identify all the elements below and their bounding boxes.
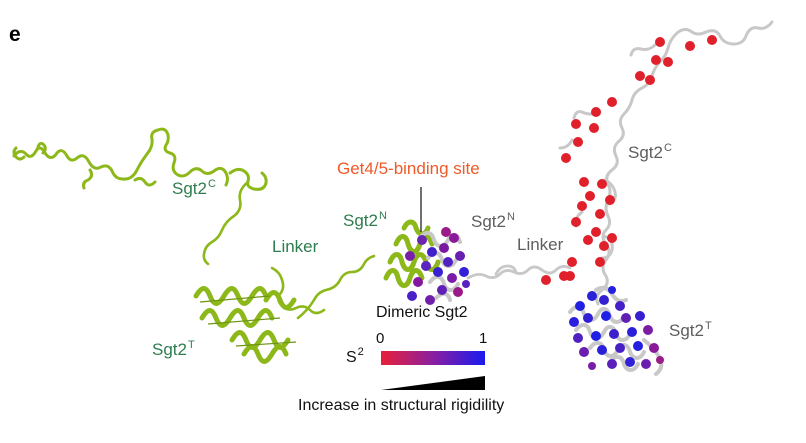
label-left-sgt2-n: Sgt2N — [343, 210, 387, 230]
label-superscript: C — [207, 178, 216, 190]
legend-tick-low: 0 — [376, 330, 385, 347]
legend-tick-high: 1 — [479, 330, 488, 347]
label-superscript: T — [704, 320, 712, 332]
monomer-sgt2-c-domain — [12, 127, 268, 191]
label-right-sgt2-c: Sgt2C — [628, 142, 672, 162]
panel-letter: e — [9, 23, 21, 46]
label-superscript: T — [187, 339, 195, 351]
label-base: Sgt2 — [343, 211, 378, 230]
legend-caption: Increase in structural rigidility — [298, 397, 505, 414]
monomer-sgt2-t-helices — [193, 286, 297, 364]
label-right-sgt2-n: Sgt2N — [471, 211, 515, 231]
label-superscript: C — [663, 142, 672, 154]
rigidity-wedge — [381, 376, 485, 390]
label-left-sgt2-c: Sgt2C — [172, 178, 216, 198]
monomer-sgt2-t-shading — [199, 295, 297, 347]
label-base: Sgt2 — [628, 143, 663, 162]
label-base: Sgt2 — [471, 212, 506, 231]
label-base: Sgt2 — [152, 340, 187, 359]
label-base: Sgt2 — [669, 321, 704, 340]
label-right-linker: Linker — [517, 235, 564, 254]
dimer-linker-chain — [466, 264, 572, 280]
s2-gradient-bar — [381, 351, 485, 365]
legend-title: Dimeric Sgt2 — [376, 304, 468, 321]
label-base: Sgt2 — [172, 179, 207, 198]
legend-s2-label: S2 — [346, 347, 364, 366]
label-superscript: N — [506, 211, 515, 223]
label-superscript: 2 — [357, 346, 364, 358]
label-superscript: N — [378, 210, 387, 222]
label-left-linker: Linker — [272, 237, 319, 256]
label-base: S — [346, 349, 357, 366]
label-get45-binding-site: Get4/5-binding site — [337, 159, 480, 178]
label-right-sgt2-t: Sgt2T — [669, 320, 712, 340]
dimer-sgt2-t-spheres — [569, 286, 664, 370]
label-left-sgt2-t: Sgt2T — [152, 339, 195, 359]
linker-sphere — [541, 275, 551, 285]
center-n-domain-spheres — [405, 227, 470, 305]
dimer-sgt2-c-spheres — [561, 35, 717, 281]
